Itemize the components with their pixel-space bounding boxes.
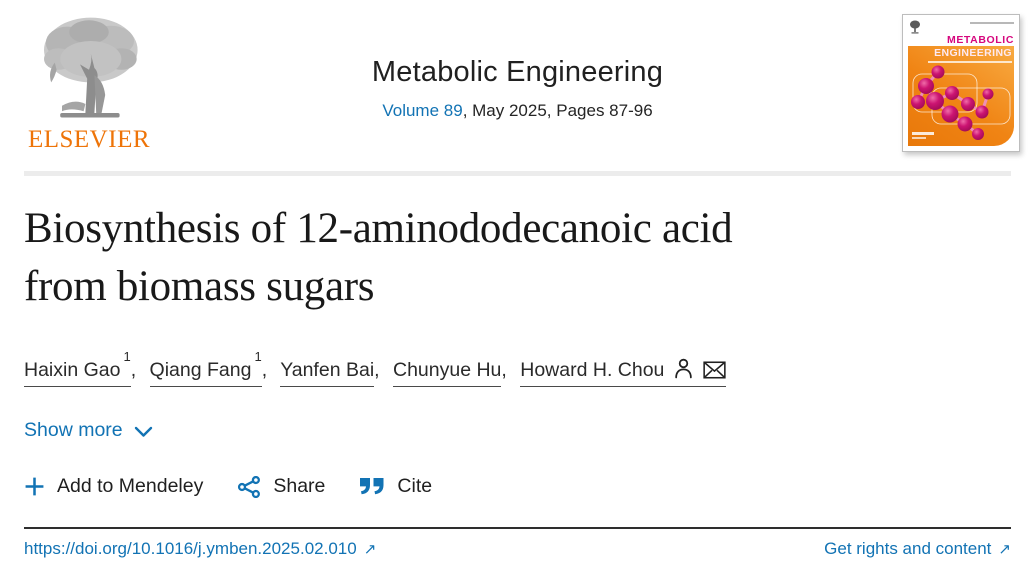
author-affiliation-sup: 1 <box>254 349 262 364</box>
external-link-icon: ↗ <box>363 541 377 558</box>
cover-molecule-art <box>911 65 1011 140</box>
elsevier-wordmark: ELSEVIER <box>27 126 151 153</box>
author-separator: , <box>374 358 380 381</box>
action-toolbar: Add to Mendeley Share Cite <box>24 475 432 498</box>
elsevier-tree-icon <box>44 17 138 118</box>
header-divider <box>24 171 1011 176</box>
author-link[interactable]: Haixin Gao1 <box>24 349 131 387</box>
issue-line: Volume 89, May 2025, Pages 87-96 <box>0 101 1035 121</box>
journal-header: Metabolic Engineering Volume 89, May 202… <box>0 56 1035 121</box>
author-affiliation-sup: 1 <box>123 349 131 364</box>
cover-journal-name-line1: METABOLIC <box>946 34 1014 46</box>
journal-title-link[interactable]: Metabolic Engineering <box>371 56 664 88</box>
author-link[interactable]: Yanfen Bai <box>280 358 375 387</box>
chevron-down-icon <box>134 426 152 437</box>
issue-text: , May 2025, Pages 87-96 <box>462 101 653 120</box>
cover-publisher-mark-icon <box>910 20 920 34</box>
rights-and-content-link[interactable]: Get rights and content ↗ <box>824 539 1011 558</box>
plus-icon <box>25 477 44 496</box>
journal-cover-thumbnail[interactable]: METABOLIC ENGINEERING <box>902 14 1020 152</box>
footer-links: https://doi.org/10.1016/j.ymben.2025.02.… <box>24 539 1011 559</box>
cite-button[interactable]: Cite <box>359 475 432 498</box>
author-link[interactable]: Chunyue Hu <box>393 358 502 387</box>
cite-quote-icon <box>360 478 384 495</box>
cover-subtitle-microtext <box>928 61 1012 63</box>
elsevier-logo[interactable]: ELSEVIER <box>16 12 162 154</box>
share-button[interactable]: Share <box>237 475 325 498</box>
author-list: Haixin Gao1, Qiang Fang1, Yanfen Bai, Ch… <box>24 349 727 387</box>
share-icon <box>238 475 261 498</box>
corresponding-author-link[interactable]: Howard H. Chou <box>520 358 727 387</box>
footer-divider <box>24 527 1011 529</box>
volume-link[interactable]: Volume 89 <box>382 101 463 120</box>
article-title-line1: Biosynthesis of 12-aminododecanoic acid <box>24 205 733 252</box>
author-separator: , <box>261 358 268 381</box>
add-to-mendeley-button[interactable]: Add to Mendeley <box>24 475 203 498</box>
article-title-line2: from biomass sugars <box>24 263 375 310</box>
cover-journal-name-line2: ENGINEERING <box>934 47 1012 59</box>
author-separator: , <box>501 358 507 381</box>
doi-link[interactable]: https://doi.org/10.1016/j.ymben.2025.02.… <box>24 539 377 558</box>
cover-art: ENGINEERING <box>908 46 1014 146</box>
author-link[interactable]: Qiang Fang1 <box>149 349 262 387</box>
article-title: Biosynthesis of 12-aminododecanoic acid … <box>24 200 1005 316</box>
external-link-icon: ↗ <box>998 541 1011 558</box>
person-icon[interactable] <box>674 358 693 379</box>
show-more-button[interactable]: Show more <box>24 419 153 442</box>
cover-issue-microtext <box>970 22 1014 24</box>
author-separator: , <box>130 358 137 381</box>
envelope-icon[interactable] <box>703 360 727 379</box>
cover-header: METABOLIC <box>908 20 1014 46</box>
